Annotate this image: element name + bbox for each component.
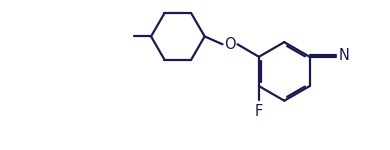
Text: N: N xyxy=(338,48,349,63)
Text: O: O xyxy=(224,37,236,52)
Text: F: F xyxy=(255,104,263,119)
